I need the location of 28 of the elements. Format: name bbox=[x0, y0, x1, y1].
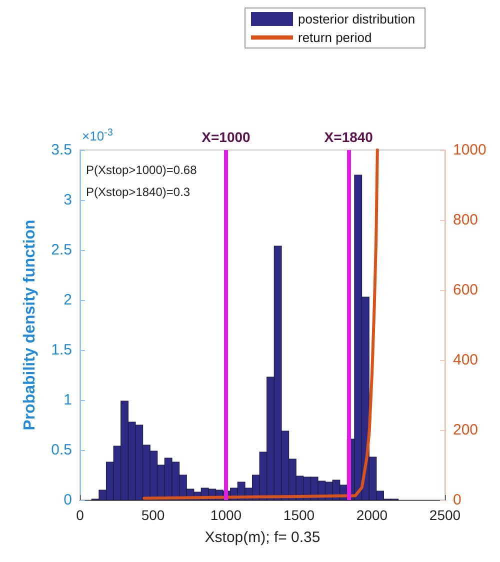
x-axis-title: Xstop(m); f= 0.35 bbox=[204, 529, 320, 546]
y-tick-label: 2 bbox=[64, 292, 72, 308]
y2-tick-label: 200 bbox=[453, 422, 478, 438]
y-tick-label: 0.5 bbox=[51, 442, 72, 458]
legend-label: return period bbox=[298, 30, 372, 45]
x-tick-label: 1500 bbox=[283, 507, 315, 523]
y2-tick-label: 800 bbox=[453, 212, 478, 228]
y-tick-label: 1.5 bbox=[51, 342, 72, 358]
x-tick-label: 2000 bbox=[356, 507, 388, 523]
annotation: P(Xstop>1000)=0.68 bbox=[86, 163, 198, 177]
y-tick-label: 3.5 bbox=[51, 142, 72, 158]
y-tick-label: 2.5 bbox=[51, 242, 72, 258]
ref-line-label: X=1840 bbox=[324, 129, 374, 145]
y2-tick-label: 600 bbox=[453, 282, 478, 298]
y-tick-label: 3 bbox=[64, 192, 72, 208]
x-tick-label: 500 bbox=[141, 507, 165, 523]
legend-label: posterior distribution bbox=[298, 12, 416, 26]
y2-tick-label: 0 bbox=[453, 492, 462, 508]
y-tick-label: 0 bbox=[64, 492, 72, 508]
x-tick-label: 1000 bbox=[210, 507, 242, 523]
y2-tick-label: 400 bbox=[453, 352, 478, 368]
x-tick-label: 0 bbox=[76, 507, 84, 523]
y-axis-title: Probability density function bbox=[22, 220, 38, 430]
annotation: P(Xstop>1840)=0.3 bbox=[86, 185, 190, 199]
y2-tick-label: 1000 bbox=[453, 142, 486, 158]
y-tick-label: 1 bbox=[64, 392, 72, 408]
x-tick-label: 2500 bbox=[429, 507, 461, 523]
ref-line-label: X=1000 bbox=[202, 129, 251, 145]
